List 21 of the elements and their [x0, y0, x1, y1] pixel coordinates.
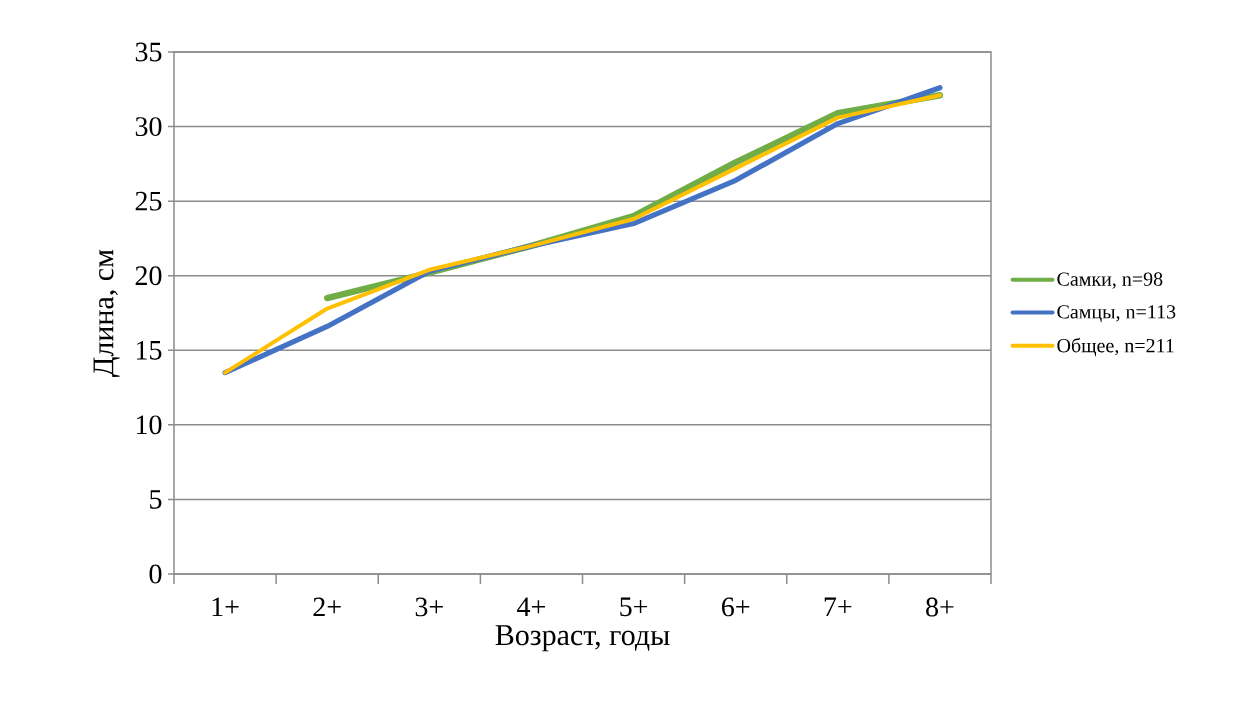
- x-tick-label: 7+: [824, 597, 852, 616]
- x-tick-label: 4+: [517, 597, 545, 616]
- x-tick-label: 8+: [926, 597, 954, 617]
- y-tick-label: 25: [135, 191, 162, 211]
- y-tick-label: 10: [136, 415, 162, 435]
- y-axis-title: Длина, см: [93, 249, 120, 377]
- y-tick-label: 0: [149, 564, 162, 584]
- x-axis-title: Возраст, годы: [495, 625, 670, 652]
- y-tick-label: 20: [135, 266, 162, 286]
- y-tick-label: 15: [136, 340, 162, 360]
- y-tick-label: 5: [150, 490, 162, 509]
- legend-label: Самки, n=98: [1057, 272, 1163, 289]
- legend-label: Самцы, n=113: [1057, 305, 1176, 323]
- x-tick-label: 1+: [212, 597, 239, 617]
- x-tick-label: 2+: [313, 597, 341, 617]
- y-tick-label: 30: [135, 117, 162, 137]
- y-tick-label: 35: [135, 42, 162, 62]
- legend-label: Общее, n=211: [1057, 337, 1174, 357]
- x-tick-label: 3+: [415, 597, 443, 617]
- x-tick-label: 5+: [620, 597, 648, 617]
- x-tick-label: 6+: [722, 597, 750, 617]
